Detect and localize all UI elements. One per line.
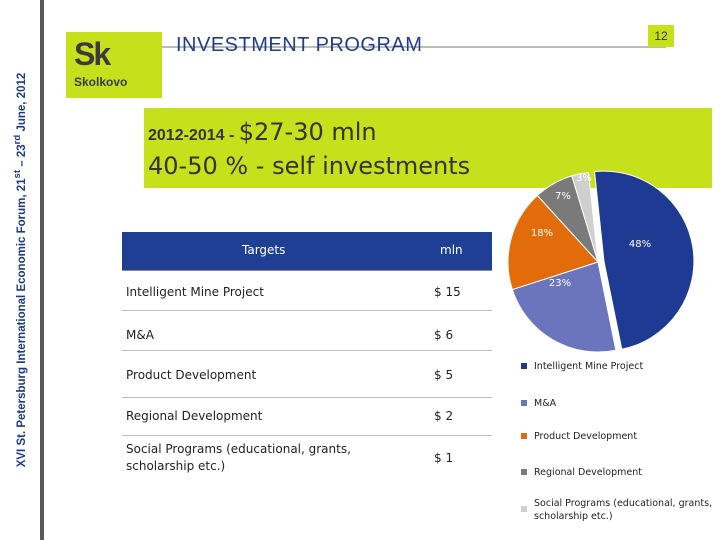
pie-slice <box>507 194 599 291</box>
legend-swatch <box>521 433 527 439</box>
forum-caption-sup: st <box>12 169 24 179</box>
sidebar-divider <box>40 0 44 540</box>
banner-line-1: 2012-2014 - $27-30 mln <box>148 118 377 146</box>
row-target: Product Development <box>126 368 257 382</box>
banner-line-2: 40-50 % - self investments <box>148 152 471 180</box>
row-mln: $ 15 <box>434 285 461 299</box>
row-target: M&A <box>126 328 154 342</box>
logo-wordmark: Skolkovo <box>74 75 128 89</box>
row-mln: $ 2 <box>434 409 454 423</box>
summary-banner: 2012-2014 - $27-30 mln 40-50 % - self in… <box>144 108 712 188</box>
table-row: Regional Development $ 2 <box>122 397 492 436</box>
legend-label: Social Programs (educational, grants, sc… <box>534 498 713 522</box>
forum-caption-part: – 23 <box>15 144 28 170</box>
legend-swatch <box>521 400 527 406</box>
legend-label: Regional Development <box>534 467 642 478</box>
pie-data-label: 18% <box>531 228 553 239</box>
page-number: 12 <box>648 25 674 47</box>
pie-data-label: 23% <box>549 278 571 289</box>
skolkovo-logo: Sk Skolkovo <box>66 32 162 98</box>
page-title: INVESTMENT PROGRAM <box>176 34 423 56</box>
table-row: Product Development $ 5 <box>122 350 492 398</box>
legend-swatch <box>521 363 527 369</box>
sidebar: XVI St. Petersburg International Economi… <box>0 0 40 540</box>
table-row: Intelligent Mine Project $ 15 <box>122 270 492 311</box>
table-row: M&A $ 6 <box>122 310 492 351</box>
legend-label: Product Development <box>534 431 638 442</box>
pie-slice <box>511 261 617 353</box>
pie-data-label: 7% <box>555 191 571 202</box>
legend-swatch <box>521 506 527 512</box>
table-row: Social Programs (educational, grants, sc… <box>122 435 492 495</box>
forum-caption-sup: rd <box>12 134 24 145</box>
legend-swatch <box>521 469 527 475</box>
forum-caption: XVI St. Petersburg International Economi… <box>12 10 28 530</box>
forum-caption-part: June, 2012 <box>15 72 28 135</box>
logo-mark: Sk <box>74 36 111 72</box>
row-target: Regional Development <box>126 409 263 423</box>
row-mln: $ 1 <box>434 451 454 465</box>
row-mln: $ 6 <box>434 328 454 342</box>
pie-data-label: 48% <box>629 239 651 250</box>
row-mln: $ 5 <box>434 368 454 382</box>
banner-amount: $27-30 mln <box>238 118 377 146</box>
row-target: Social Programs (educational, grants, sc… <box>126 442 351 473</box>
header-mln: mln <box>440 243 463 257</box>
legend-label: M&A <box>534 398 557 409</box>
row-target: Intelligent Mine Project <box>126 285 264 299</box>
forum-caption-part: XVI St. Petersburg International Economi… <box>15 178 28 468</box>
table-header: Targets mln <box>122 232 492 271</box>
banner-years: 2012-2014 - <box>148 127 239 144</box>
legend-label: Intelligent Mine Project <box>534 361 644 372</box>
header-targets: Targets <box>242 243 286 257</box>
pie-slice <box>536 175 599 263</box>
pie-slice <box>593 170 695 350</box>
